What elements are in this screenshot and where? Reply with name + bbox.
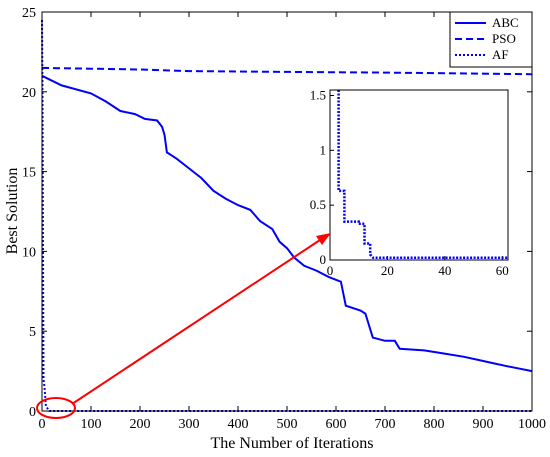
inset-x-tick-label: 40 (438, 263, 451, 278)
x-tick-label: 700 (375, 417, 396, 432)
x-tick-label: 400 (228, 417, 249, 432)
plot-frame (41, 11, 533, 412)
x-tick-label: 300 (179, 417, 200, 432)
inset-x-tick-label: 0 (327, 263, 334, 278)
inset-plot-area: 0 20 40 60 0 0.5 1 1.5 (310, 87, 509, 278)
series-line-pso (41, 66, 533, 76)
inset-y-tick-label: 1.5 (310, 87, 326, 102)
inset-frame (329, 89, 509, 261)
zoom-arrow-line (71, 239, 321, 405)
series-line-abc (41, 74, 533, 373)
y-tick-label: 0 (29, 405, 36, 420)
y-tick-label: 15 (22, 166, 36, 181)
zoom-arrow-head (316, 233, 331, 245)
x-tick-label: 100 (81, 417, 102, 432)
inset-x-tick-label: 60 (496, 263, 509, 278)
x-tick-label: 500 (277, 417, 298, 432)
main-plot-area: 0 100 200 300 400 500 600 700 800 900 100005101520… (22, 6, 546, 432)
x-tick-label: 900 (473, 417, 494, 432)
legend-box (449, 11, 533, 68)
inset-y-tick-label: 0.5 (310, 197, 326, 212)
y-tick-label: 20 (22, 86, 36, 101)
legend-label-af: AF (492, 47, 509, 62)
legend-label-pso: PSO (492, 31, 516, 46)
zoom-annotation (36, 233, 331, 419)
inset-background (330, 90, 508, 260)
x-axis-label: The Number of Iterations (210, 435, 373, 452)
inset-x-tick-label: 20 (381, 263, 394, 278)
y-axis-label: Best Solution (4, 168, 21, 255)
inset-y-tick-label: 0 (320, 252, 327, 267)
zoom-ellipse (36, 397, 76, 419)
x-tick-label: 0 (39, 417, 46, 432)
y-tick-label: 10 (22, 245, 36, 260)
inset-y-tick-label: 1 (320, 142, 327, 157)
x-tick-label: 1000 (518, 417, 546, 432)
x-tick-label: 200 (130, 417, 151, 432)
x-tick-label: 800 (424, 417, 445, 432)
y-tick-label: 25 (22, 6, 36, 21)
x-tick-label: 600 (326, 417, 347, 432)
inset-series-line-af (337, 90, 508, 260)
legend-label-abc: ABC (492, 15, 519, 30)
y-tick-label: 5 (29, 325, 36, 340)
